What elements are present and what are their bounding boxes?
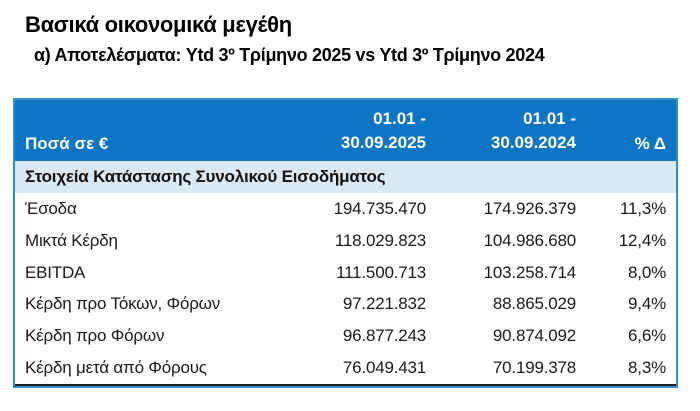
row-label: EBITDA xyxy=(25,262,86,282)
header-delta-label: % Δ xyxy=(634,134,666,153)
table-body: Έσοδα 194.735.470 174.926.379 11,3% Μικτ… xyxy=(15,193,676,386)
header-period-2024-line1: 01.01 - xyxy=(523,109,576,129)
value-ytd-2024: 103.258.714 xyxy=(483,262,577,282)
value-ytd-2025: 96.877.243 xyxy=(342,326,426,346)
financial-results-table: Ποσά σε € 01.01 - 30.09.2025 01.01 - 30.… xyxy=(13,98,678,388)
value-delta: 12,4% xyxy=(618,230,666,250)
header-period-2025-line2: 30.09.2025 xyxy=(340,132,426,152)
row-label: Κέρδη προ Φόρων xyxy=(25,326,165,346)
table-row: Κέρδη προ Τόκων, Φόρων 97.221.832 88.865… xyxy=(15,288,676,320)
table-row: Κέρδη προ Φόρων 96.877.243 90.874.092 6,… xyxy=(15,320,676,352)
table-row: Μικτά Κέρδη 118.029.823 104.986.680 12,4… xyxy=(15,225,676,257)
row-label: Κέρδη μετά από Φόρους xyxy=(25,358,207,378)
value-ytd-2025: 111.500.713 xyxy=(336,262,426,282)
value-ytd-2025: 118.029.823 xyxy=(334,230,426,250)
value-ytd-2024: 88.865.029 xyxy=(492,294,576,314)
table-row: Έσοδα 194.735.470 174.926.379 11,3% xyxy=(15,193,676,225)
header-period-2024-line2: 30.09.2024 xyxy=(490,132,576,152)
header-period-2025-line1: 01.01 - xyxy=(373,109,426,129)
value-delta: 6,6% xyxy=(628,326,666,346)
header-period-2025: 01.01 - 30.09.2025 xyxy=(288,107,436,154)
value-ytd-2025: 76.049.431 xyxy=(342,358,426,378)
header-amounts-label: Ποσά σε € xyxy=(25,134,109,153)
value-ytd-2024: 90.874.092 xyxy=(492,326,576,346)
value-delta: 8,3% xyxy=(628,358,666,378)
row-label: Κέρδη προ Τόκων, Φόρων xyxy=(25,294,221,314)
section-title: Στοιχεία Κατάστασης Συνολικού Εισοδήματο… xyxy=(25,167,386,186)
table-row: Κέρδη μετά από Φόρους 76.049.431 70.199.… xyxy=(15,352,676,386)
value-ytd-2025: 194.735.470 xyxy=(333,198,427,218)
value-ytd-2024: 104.986.680 xyxy=(483,230,577,250)
section-header-row: Στοιχεία Κατάστασης Συνολικού Εισοδήματο… xyxy=(15,161,676,193)
page-subtitle: α) Αποτελέσματα: Ytd 3º Τρίμηνο 2025 vs … xyxy=(34,45,545,65)
page-title: Βασικά οικονομικά μεγέθη xyxy=(25,12,292,37)
value-delta: 8,0% xyxy=(628,262,666,282)
table-header-row: Ποσά σε € 01.01 - 30.09.2025 01.01 - 30.… xyxy=(15,100,676,161)
header-period-2024: 01.01 - 30.09.2024 xyxy=(436,107,586,154)
row-label: Έσοδα xyxy=(25,198,77,218)
value-ytd-2025: 97.221.832 xyxy=(342,294,426,314)
table-row: EBITDA 111.500.713 103.258.714 8,0% xyxy=(15,257,676,289)
value-delta: 9,4% xyxy=(628,294,666,314)
value-ytd-2024: 70.199.378 xyxy=(492,358,576,378)
value-delta: 11,3% xyxy=(620,198,666,218)
value-ytd-2024: 174.926.379 xyxy=(483,198,577,218)
row-label: Μικτά Κέρδη xyxy=(25,230,118,250)
